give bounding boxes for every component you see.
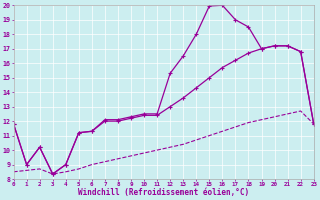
X-axis label: Windchill (Refroidissement éolien,°C): Windchill (Refroidissement éolien,°C) xyxy=(78,188,249,197)
